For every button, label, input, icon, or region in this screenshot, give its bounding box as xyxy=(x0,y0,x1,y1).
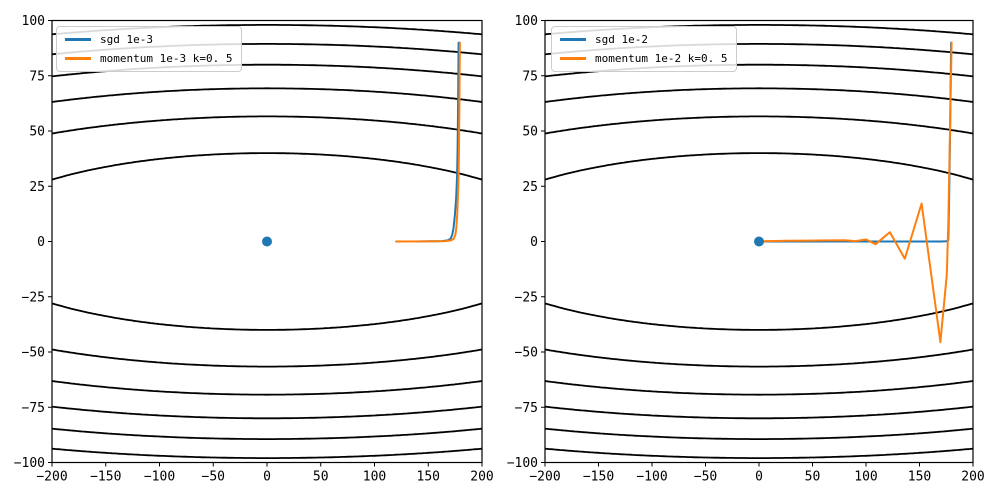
legend-label-momentum: momentum 1e-2 k=0. 5 xyxy=(595,52,728,65)
y-tick-label: −25 xyxy=(515,290,538,305)
x-tick-label: −200 xyxy=(36,470,67,485)
minimum-point xyxy=(262,236,272,247)
x-tick-label: 150 xyxy=(908,470,931,485)
contour-line xyxy=(545,380,973,396)
y-tick-label: 75 xyxy=(522,69,538,84)
legend-entry: momentum 1e-2 k=0. 5 xyxy=(560,51,727,66)
contour-line xyxy=(545,302,973,331)
legend-entry: sgd 1e-3 xyxy=(65,32,232,47)
trajectory-momentum-1e-2-k-0.-5 xyxy=(760,41,953,344)
legend-right: sgd 1e-2 momentum 1e-2 k=0. 5 xyxy=(551,26,738,72)
y-tick-label: −50 xyxy=(515,346,538,361)
y-tick-label: 25 xyxy=(522,180,538,195)
y-tick-label: −100 xyxy=(507,456,538,471)
legend-entry: sgd 1e-2 xyxy=(560,32,727,47)
x-tick-label: 100 xyxy=(363,470,386,485)
y-tick-label: −25 xyxy=(22,290,45,305)
x-tick-label: −200 xyxy=(529,470,560,485)
y-tick-label: 75 xyxy=(29,69,45,84)
x-tick-label: 100 xyxy=(854,470,877,485)
contour-line xyxy=(52,348,482,368)
x-tick-label: −100 xyxy=(636,470,667,485)
legend-label-sgd: sgd 1e-2 xyxy=(595,33,648,46)
x-tick-label: 0 xyxy=(263,470,271,485)
minimum-point xyxy=(754,236,764,247)
plot-area-left xyxy=(52,24,482,459)
y-tick-label: −75 xyxy=(515,401,538,416)
x-tick-label: −50 xyxy=(202,470,225,485)
contour-line xyxy=(52,380,482,396)
y-tick-label: 0 xyxy=(530,235,538,250)
x-tick-label: 0 xyxy=(755,470,763,485)
y-tick-label: −50 xyxy=(22,346,45,361)
legend-line-swatch-momentum xyxy=(65,57,91,60)
legend-line-swatch-sgd xyxy=(65,38,91,41)
contour-line xyxy=(545,405,973,420)
legend-line-swatch-momentum xyxy=(560,57,586,60)
y-tick-label: 25 xyxy=(29,180,45,195)
contour-line xyxy=(52,405,482,420)
x-tick-label: −150 xyxy=(90,470,121,485)
x-tick-label: 50 xyxy=(313,470,329,485)
y-tick-label: 50 xyxy=(522,125,538,140)
x-tick-label: 50 xyxy=(805,470,821,485)
x-tick-label: −50 xyxy=(694,470,717,485)
y-tick-label: 100 xyxy=(22,14,45,29)
contour-line xyxy=(545,115,973,135)
contour-line xyxy=(52,447,482,459)
contour-line xyxy=(52,152,482,181)
legend-left: sgd 1e-3 momentum 1e-3 k=0. 5 xyxy=(56,26,243,72)
y-tick-label: −100 xyxy=(14,456,45,471)
legend-line-swatch-sgd xyxy=(560,38,586,41)
y-tick-label: 0 xyxy=(37,235,45,250)
contour-line xyxy=(545,152,973,181)
y-tick-label: 50 xyxy=(29,125,45,140)
legend-label-momentum: momentum 1e-3 k=0. 5 xyxy=(100,52,233,65)
x-tick-label: 200 xyxy=(961,470,984,485)
contour-line xyxy=(52,115,482,135)
x-tick-label: 150 xyxy=(417,470,440,485)
contour-line xyxy=(52,87,482,103)
legend-label-sgd: sgd 1e-3 xyxy=(100,33,153,46)
contour-line xyxy=(545,87,973,103)
plot-area-right xyxy=(545,24,973,459)
contour-line xyxy=(545,348,973,368)
x-tick-label: 200 xyxy=(470,470,493,485)
contour-line xyxy=(52,427,482,440)
x-tick-label: −100 xyxy=(144,470,175,485)
trajectory-momentum-1e-3-k-0.-5 xyxy=(395,41,461,243)
x-tick-label: −150 xyxy=(583,470,614,485)
contour-line xyxy=(52,302,482,331)
legend-entry: momentum 1e-3 k=0. 5 xyxy=(65,51,232,66)
contour-line xyxy=(545,427,973,440)
y-tick-label: 100 xyxy=(515,14,538,29)
contour-line xyxy=(545,447,973,459)
y-tick-label: −75 xyxy=(22,401,45,416)
